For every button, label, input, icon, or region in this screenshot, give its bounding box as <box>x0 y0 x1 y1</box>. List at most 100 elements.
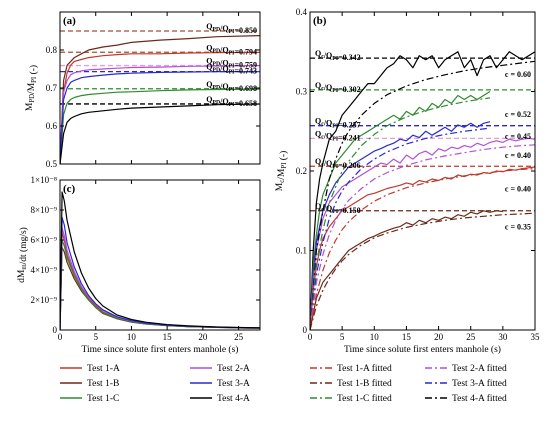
series-group <box>60 35 260 164</box>
x-tick-label: 25 <box>466 332 476 342</box>
series-line-test-1-b <box>60 35 260 164</box>
legend-label: Test 3-A fitted <box>452 378 507 389</box>
x-tick-label: 20 <box>198 332 208 342</box>
x-tick-label: 15 <box>163 332 173 342</box>
series-line-test-1-b-fitted <box>310 212 535 330</box>
x-tick-label: 5 <box>93 332 98 342</box>
y-tick-label: 0.8 <box>46 45 58 55</box>
series-line-test-4-a <box>60 191 260 330</box>
c-value-label: c = 0.40 <box>505 151 531 160</box>
series-line-test-4-a-fitted <box>310 60 535 330</box>
x-tick-label: 30 <box>498 332 508 342</box>
legend-label: Test 1-B fitted <box>337 378 392 389</box>
y-tick-label: 0.4 <box>296 7 308 17</box>
series-line-test-2-a <box>60 227 260 330</box>
series-line-test-3-a-fitted <box>310 127 491 330</box>
x-tick-label: 35 <box>531 332 541 342</box>
y-tick-label: 0 <box>303 325 308 335</box>
legend-item: Test 2-A fitted <box>425 363 507 374</box>
y-tick-label: 0.2 <box>296 166 307 176</box>
legend-label: Test 4-A fitted <box>452 393 507 404</box>
x-axis-label: Time since solute first enters manhole (… <box>344 344 501 355</box>
reference-line-label: QPD/QPI=0.850 <box>206 22 257 35</box>
x-axis-label: Time since solute first enters manhole (… <box>82 344 239 355</box>
y-tick-label: 4×10⁻⁹ <box>31 265 57 275</box>
legend-item: Test 1-B <box>60 379 119 389</box>
series-line-test-1-a <box>310 166 535 330</box>
panel-label: (a) <box>63 15 76 27</box>
y-axis-label: Mc/MPI (-) <box>275 151 289 192</box>
x-tick-label: 0 <box>308 332 313 342</box>
legend-label: Test 2-A fitted <box>452 363 507 374</box>
reference-line-label: Qc/QPI=0.257 <box>315 117 361 130</box>
series-line-test-2-a <box>60 65 260 164</box>
series-line-test-3-a <box>310 121 491 330</box>
series-line-test-1-b <box>310 210 503 330</box>
x-tick-label: 10 <box>370 332 380 342</box>
series-group <box>60 191 260 330</box>
legend-item: Test 1-B fitted <box>310 378 392 389</box>
y-tick-label: 1×10⁻⁸ <box>31 175 57 185</box>
legend-item: Test 1-A <box>60 364 120 374</box>
y-tick-label: 0.5 <box>46 159 58 169</box>
series-line-test-2-a-fitted <box>310 144 535 330</box>
x-tick-label: 20 <box>434 332 444 342</box>
c-value-label: c = 0.35 <box>505 223 531 232</box>
y-axis-label: dMm/dt (mg/s) <box>17 227 29 283</box>
x-tick-label: 0 <box>58 332 63 342</box>
series-line-test-1-c <box>60 239 260 330</box>
panel-c: 0 5 10 15 20 25 0 2×10⁻⁹ 4×10⁻⁹ 6×10⁻⁹ 8×10⁻⁹ 1×10⁻… <box>17 175 261 355</box>
legend-label: Test 1-C <box>87 394 119 404</box>
legend-item: Test 1-A fitted <box>310 363 392 374</box>
reference-line-label: Qc/QPI=0.342 <box>315 49 361 62</box>
y-tick-label: 2×10⁻⁹ <box>31 295 57 305</box>
legend-label: Test 1-C fitted <box>337 393 392 404</box>
reference-line-label: QPD/QPI=0.759 <box>206 57 257 70</box>
legend-item: Test 3-A fitted <box>425 378 507 389</box>
panel-label: (c) <box>63 183 76 195</box>
series-line-test-1-c <box>60 88 260 164</box>
c-value-label: c = 0.52 <box>505 110 531 119</box>
c-value-label: c = 0.40 <box>505 184 531 193</box>
legend-label: Test 2-A <box>217 364 250 374</box>
panel-label: (b) <box>313 15 327 27</box>
y-tick-label: 0 <box>53 325 58 335</box>
legend: Test 1-A Test 2-A Test 1-A fitted Test 2-A … <box>60 363 507 404</box>
series-line-test-1-b <box>60 246 260 330</box>
legend-item: Test 1-C fitted <box>310 393 392 404</box>
y-tick-label: 6×10⁻⁹ <box>31 235 57 245</box>
y-tick-label: 8×10⁻⁹ <box>31 205 57 215</box>
y-tick-label: 0.6 <box>46 121 58 131</box>
y-tick-label: 0.3 <box>296 87 308 97</box>
legend-label: Test 1-A <box>87 364 120 374</box>
c-value-label: c = 0.60 <box>505 70 531 79</box>
reference-line-label: Qc/QPI=0.206 <box>315 157 361 170</box>
series-line-test-2-a <box>310 137 535 330</box>
legend-label: Test 1-B <box>87 379 119 389</box>
x-tick-label: 25 <box>234 332 244 342</box>
series-line-test-1-a <box>60 231 260 330</box>
series-line-test-3-a <box>60 71 260 164</box>
legend-item: Test 4-A fitted <box>425 393 507 404</box>
legend-label: Test 1-A fitted <box>337 363 392 374</box>
panel-b: Qc/QPI=0.342Qc/QPI=0.302Qc/QPI=0.257Qc/Q… <box>275 7 540 355</box>
reference-line-label: QPD/QPI=0.698 <box>206 80 257 93</box>
legend-label: Test 4-A <box>217 394 250 404</box>
plot-frame <box>59 179 261 331</box>
series-line-test-3-a <box>60 216 260 330</box>
series-group <box>310 51 535 330</box>
reference-line-label: Qc/QPI=0.302 <box>315 81 361 94</box>
legend-item: Test 1-C <box>60 394 119 404</box>
x-tick-label: 15 <box>402 332 412 342</box>
series-line-test-1-a <box>60 51 260 164</box>
legend-item: Test 3-A <box>190 379 250 389</box>
x-tick-label: 10 <box>127 332 137 342</box>
legend-item: Test 4-A <box>190 394 250 404</box>
reference-line-label: QPD/QPI=0.794 <box>206 43 257 56</box>
series-line-test-1-a-fitted <box>310 168 535 330</box>
y-axis-label: MPD/MPI (-) <box>25 65 39 111</box>
reference-line-label: Qc/QPI=0.241 <box>315 129 361 142</box>
